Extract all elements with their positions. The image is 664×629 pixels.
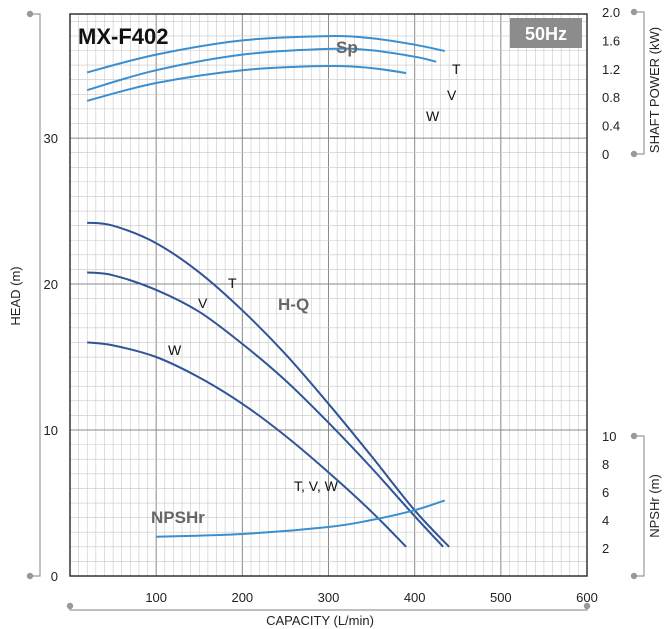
shaft-power-tick-labels: 0 0.4 0.8 1.2 1.6 2.0 <box>602 5 620 162</box>
x-tick-label: 200 <box>231 590 253 605</box>
shaft-power-tick-label: 1.2 <box>602 62 620 77</box>
group-label: H-Q <box>278 295 309 314</box>
x-tick-label: 300 <box>318 590 340 605</box>
curve-sp-v <box>86 47 437 92</box>
curve-sp-t <box>86 35 445 74</box>
head-range-bracket-end <box>26 10 34 18</box>
shaft-power-range-bracket-end <box>630 8 638 16</box>
shaft-power-axis-label: SHAFT POWER (kW) <box>647 27 662 153</box>
capacity-range-bracket <box>69 606 588 611</box>
series-label: W <box>426 108 440 124</box>
group-label: Sp <box>336 38 358 57</box>
x-axis-label: CAPACITY (L/min) <box>266 613 374 628</box>
npshr-tick-labels: 2 4 6 8 10 <box>602 429 616 556</box>
head-tick-label: 10 <box>44 423 58 438</box>
curves <box>86 35 450 548</box>
npshr-tick-label: 6 <box>602 485 609 500</box>
axis-range-brackets <box>26 8 645 611</box>
npshr-range-bracket-end <box>630 572 638 580</box>
curve-h-q-t <box>87 221 450 548</box>
curve-sp-w <box>86 64 407 102</box>
head-tick-labels: 0 10 20 30 <box>44 131 58 584</box>
frequency-badge-text: 50Hz <box>525 24 567 44</box>
x-tick-label: 500 <box>490 590 512 605</box>
shaft-power-tick-label: 0.4 <box>602 119 620 134</box>
group-label: NPSHr <box>151 508 205 527</box>
x-tick-label: 400 <box>404 590 426 605</box>
npshr-range-bracket <box>634 435 645 577</box>
curve-npshr-tvw <box>156 499 446 538</box>
head-axis-label: HEAD (m) <box>8 266 23 325</box>
shaft-power-tick-label: 1.6 <box>602 33 620 48</box>
x-tick-labels: 100 200 300 400 500 600 <box>145 590 598 605</box>
series-label: V <box>198 295 208 311</box>
npshr-tick-label: 8 <box>602 457 609 472</box>
series-label: T, V, W <box>294 478 339 494</box>
frequency-badge: 50Hz <box>510 18 582 48</box>
series-label: T <box>452 61 461 77</box>
head-tick-label: 20 <box>44 277 58 292</box>
x-tick-label: 600 <box>576 590 598 605</box>
npshr-range-bracket-end <box>630 432 638 440</box>
curve-h-q-w <box>87 341 407 548</box>
npshr-tick-label: 2 <box>602 541 609 556</box>
series-label: W <box>168 342 182 358</box>
npshr-tick-label: 4 <box>602 513 609 528</box>
series-label: T <box>228 275 237 291</box>
model-name: MX-F402 <box>78 24 168 49</box>
capacity-range-bracket-end <box>66 602 74 610</box>
plot-frame <box>69 13 588 577</box>
head-range-bracket-end <box>26 572 34 580</box>
grid <box>70 14 587 576</box>
npshr-axis-label: NPSHr (m) <box>647 474 662 538</box>
capacity-range-bracket-end <box>583 602 591 610</box>
x-tick-label: 100 <box>145 590 167 605</box>
shaft-power-tick-label: 0 <box>602 147 609 162</box>
head-tick-label: 30 <box>44 131 58 146</box>
shaft-power-range-bracket <box>634 11 645 155</box>
series-label: V <box>447 87 457 103</box>
head-tick-label: 0 <box>51 569 58 584</box>
shaft-power-range-bracket-end <box>630 150 638 158</box>
curve-h-q-v <box>87 271 444 548</box>
shaft-power-tick-label: 0.8 <box>602 90 620 105</box>
head-range-bracket <box>30 13 41 577</box>
npshr-tick-label: 10 <box>602 429 616 444</box>
shaft-power-tick-label: 2.0 <box>602 5 620 20</box>
